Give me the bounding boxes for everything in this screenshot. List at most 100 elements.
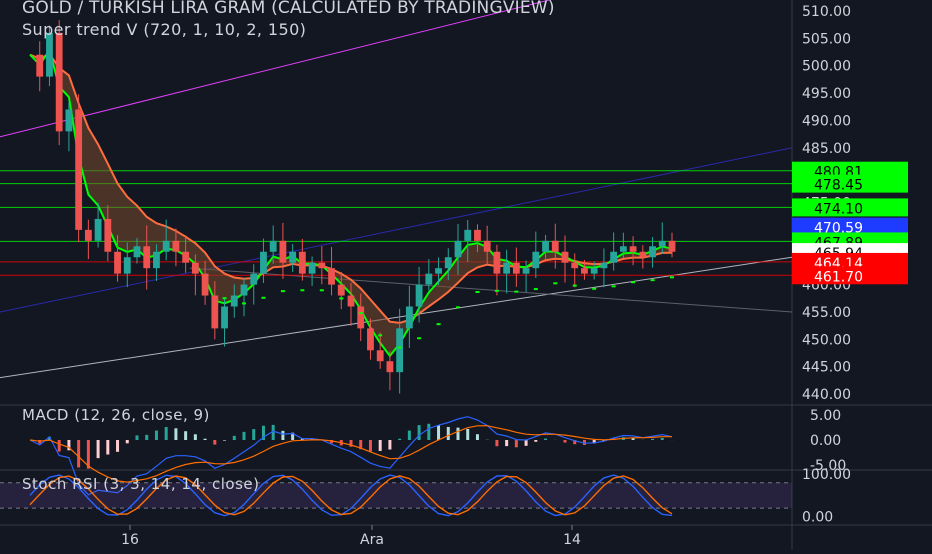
rsi-tick-label: 100.00 [802,467,851,483]
macd-hist-64 [651,439,654,440]
candle-body-45 [464,230,471,241]
macd-hist-16 [184,431,187,440]
trend-dot-32 [339,297,343,299]
macd-hist-46 [476,434,479,440]
macd-hist-36 [379,440,382,451]
trend-dot-48 [495,290,499,292]
macd-hist-10 [126,440,129,443]
trend-dot-52 [534,288,538,290]
trend-dot-28 [300,289,304,291]
candle-body-30 [318,263,325,268]
trend-dot-60 [612,285,616,287]
macd-hist-18 [204,439,207,440]
trend-dot-26 [281,290,285,292]
trend-dot-42 [437,323,441,325]
candle-body-40 [416,285,423,307]
candle-body-66 [669,241,676,252]
trend-dot-58 [592,288,596,290]
candle-body-9 [114,252,121,274]
candle-body-26 [280,241,287,263]
macd-hist-42 [437,425,440,440]
macd-hist-38 [398,439,401,440]
candle-body-28 [299,252,306,274]
candle-body-6 [85,230,92,241]
candle-body-4 [66,109,73,131]
macd-hist-55 [564,440,567,443]
candle-body-36 [377,350,384,361]
macd-hist-8 [106,440,109,455]
candle-body-16 [182,252,189,263]
trend-dot-64 [651,279,655,281]
macd-hist-52 [534,440,537,442]
macd-hist-21 [233,436,236,440]
trend-dot-50 [514,291,518,293]
macd-hist-37 [388,440,391,450]
candle-body-8 [104,219,111,252]
candle-body-50 [513,263,520,274]
price-tick-label: 440.00 [802,387,851,403]
macd-hist-15 [174,428,177,440]
candle-body-51 [523,268,530,273]
candle-body-10 [124,257,131,273]
macd-hist-41 [427,424,430,440]
candle-body-2 [46,33,53,77]
candle-body-19 [211,296,218,329]
price-label-text-1: 478.45 [814,178,863,194]
stoch-rsi-label: Stoch RSI (3, 3, 14, 14, close) [22,475,259,493]
price-tick-label: 490.00 [802,113,851,129]
trend-dot-24 [261,297,265,299]
candle-body-29 [309,263,316,274]
macd-hist-51 [525,440,528,446]
price-tick-label: 505.00 [802,31,851,47]
time-tick-label: Ara [360,532,384,548]
candle-body-11 [134,246,141,257]
candle-body-31 [328,268,335,284]
candle-body-57 [581,268,588,273]
candle-body-1 [36,55,43,77]
price-label-text-2: 474.10 [814,201,863,217]
macd-hist-19 [213,440,216,445]
macd-hist-26 [281,431,284,440]
candle-body-56 [571,263,578,268]
candle-body-17 [192,263,199,274]
macd-hist-53 [544,439,547,440]
candle-body-15 [173,241,180,252]
candle-body-27 [289,252,296,263]
candle-body-34 [357,306,364,328]
indicator-label: Super trend V (720, 1, 10, 2, 150) [22,20,306,39]
trend-dot-30 [320,289,324,291]
macd-label: MACD (12, 26, close, 9) [22,406,210,424]
macd-hist-50 [515,440,518,447]
price-tick-label: 500.00 [802,59,851,75]
trend-dot-46 [475,291,479,293]
candle-body-55 [562,252,569,263]
macd-tick-label: 5.00 [810,408,841,424]
candle-body-21 [231,296,238,307]
macd-hist-20 [223,440,226,441]
candle-body-13 [153,252,160,268]
candle-body-60 [610,252,617,263]
candle-body-49 [503,263,510,274]
candle-body-3 [56,33,63,132]
candle-body-47 [484,241,491,252]
candle-body-58 [591,268,598,273]
candle-body-5 [75,109,82,229]
macd-hist-17 [194,434,197,440]
candle-body-65 [659,241,666,246]
trend-dot-20 [223,297,227,299]
chart-title: GOLD / TURKISH LIRA GRAM (CALCULATED BY … [22,0,555,18]
candle-body-42 [435,268,442,273]
candle-body-7 [95,219,102,241]
trend-line-grey [190,268,792,312]
candle-body-22 [241,285,248,296]
price-tick-label: 445.00 [802,360,851,376]
candle-body-43 [445,257,452,268]
macd-hist-65 [661,438,664,440]
candle-body-33 [348,296,355,307]
candle-body-44 [455,241,462,257]
trend-dot-22 [242,302,246,304]
trend-dot-44 [456,306,460,308]
trend-dot-62 [631,281,635,283]
